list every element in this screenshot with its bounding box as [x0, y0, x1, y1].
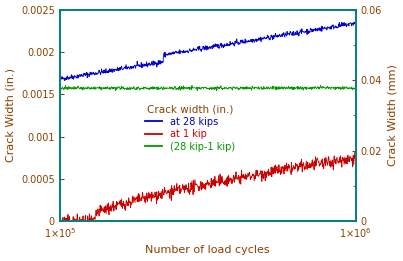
Y-axis label: Crack Width (mm): Crack Width (mm) [387, 64, 397, 166]
X-axis label: Number of load cycles: Number of load cycles [145, 245, 270, 256]
Y-axis label: Crack Width (in.): Crack Width (in.) [6, 68, 16, 162]
Legend: at 28 kips, at 1 kip, (28 kip-1 kip): at 28 kips, at 1 kip, (28 kip-1 kip) [145, 104, 235, 152]
